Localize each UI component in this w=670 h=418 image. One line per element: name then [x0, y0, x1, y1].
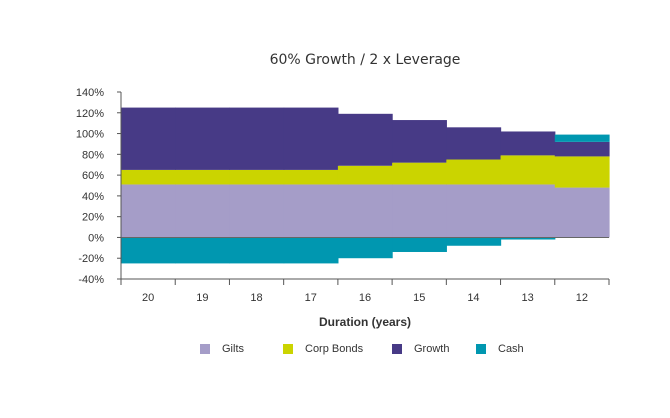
- bar-growth-13: [500, 131, 556, 156]
- bar-cash-16: [337, 237, 393, 259]
- legend: Gilts Corp Bonds Growth Cash: [200, 343, 524, 355]
- x-axis-label: Duration (years): [319, 315, 411, 329]
- legend-label-corp-bonds: Corp Bonds: [305, 343, 364, 355]
- bar-corp-bonds-17: [283, 169, 339, 185]
- x-tick-label: 14: [467, 292, 479, 304]
- legend-label-growth: Growth: [414, 343, 449, 355]
- bar-gilts-20: [121, 184, 176, 238]
- x-tick-label: 16: [359, 292, 371, 304]
- legend-label-gilts: Gilts: [222, 343, 245, 355]
- bar-corp-bonds-16: [337, 165, 393, 185]
- bar-cash-15: [392, 237, 447, 252]
- bar-gilts-16: [337, 184, 393, 238]
- bar-growth-12: [554, 141, 610, 157]
- y-tick-label: 40%: [82, 191, 104, 203]
- y-tick-label: 80%: [82, 149, 104, 161]
- y-tick-label: 0%: [88, 232, 104, 244]
- bar-gilts-15: [392, 184, 447, 238]
- bar-cash-18: [229, 237, 285, 264]
- bar-cash-17: [283, 237, 339, 264]
- x-tick-label: 19: [196, 292, 208, 304]
- y-tick-label: 120%: [76, 108, 104, 120]
- bar-growth-14: [446, 127, 502, 160]
- y-tick-label: 20%: [82, 212, 104, 224]
- bar-cash-19: [175, 237, 231, 264]
- bar-gilts-12: [554, 187, 610, 238]
- legend-swatch-corp-bonds: [283, 344, 293, 354]
- x-tick-label: 12: [576, 292, 588, 304]
- bar-growth-15: [392, 120, 447, 163]
- bar-cash-13: [500, 237, 556, 240]
- bar-corp-bonds-14: [446, 159, 502, 185]
- y-tick-label: -40%: [78, 274, 104, 286]
- legend-label-cash: Cash: [498, 343, 524, 355]
- bar-corp-bonds-13: [500, 155, 556, 185]
- bar-cash-20: [121, 237, 176, 264]
- bar-gilts-13: [500, 184, 556, 238]
- x-tick-label: 20: [142, 292, 154, 304]
- bar-corp-bonds-12: [554, 156, 610, 188]
- y-axis: -40% -20% 0% 20% 40% 60% 80% 100% 120% 140%: [76, 87, 122, 286]
- x-tick-label: 18: [250, 292, 262, 304]
- y-tick-label: -20%: [78, 253, 104, 265]
- legend-swatch-gilts: [200, 344, 210, 354]
- legend-swatch-cash: [476, 344, 486, 354]
- bar-gilts-14: [446, 184, 502, 238]
- bar-corp-bonds-19: [175, 169, 231, 185]
- bar-gilts-19: [175, 184, 231, 238]
- legend-swatch-growth: [392, 344, 402, 354]
- bar-cash-12: [554, 134, 610, 142]
- bar-gilts-17: [283, 184, 339, 238]
- bar-gilts-18: [229, 184, 285, 238]
- bar-corp-bonds-18: [229, 169, 285, 185]
- bar-corp-bonds-20: [121, 169, 176, 185]
- bar-growth-16: [337, 113, 393, 166]
- bar-corp-bonds-15: [392, 162, 447, 185]
- x-tick-label: 17: [305, 292, 317, 304]
- bar-growth-20: [121, 107, 176, 170]
- y-tick-label: 60%: [82, 170, 104, 182]
- chart-title: 60% Growth / 2 x Leverage: [270, 52, 461, 68]
- bar-growth-18: [229, 107, 285, 170]
- x-axis: 20 19 18 17 16 15 14 13 12: [120, 278, 610, 304]
- x-tick-label: 13: [522, 292, 534, 304]
- bar-growth-17: [283, 107, 339, 170]
- bar-cash-14: [446, 237, 502, 246]
- y-tick-label: 100%: [76, 129, 104, 141]
- plot-area: [121, 107, 610, 264]
- bar-growth-19: [175, 107, 231, 170]
- y-tick-label: 140%: [76, 87, 104, 99]
- x-tick-label: 15: [413, 292, 425, 304]
